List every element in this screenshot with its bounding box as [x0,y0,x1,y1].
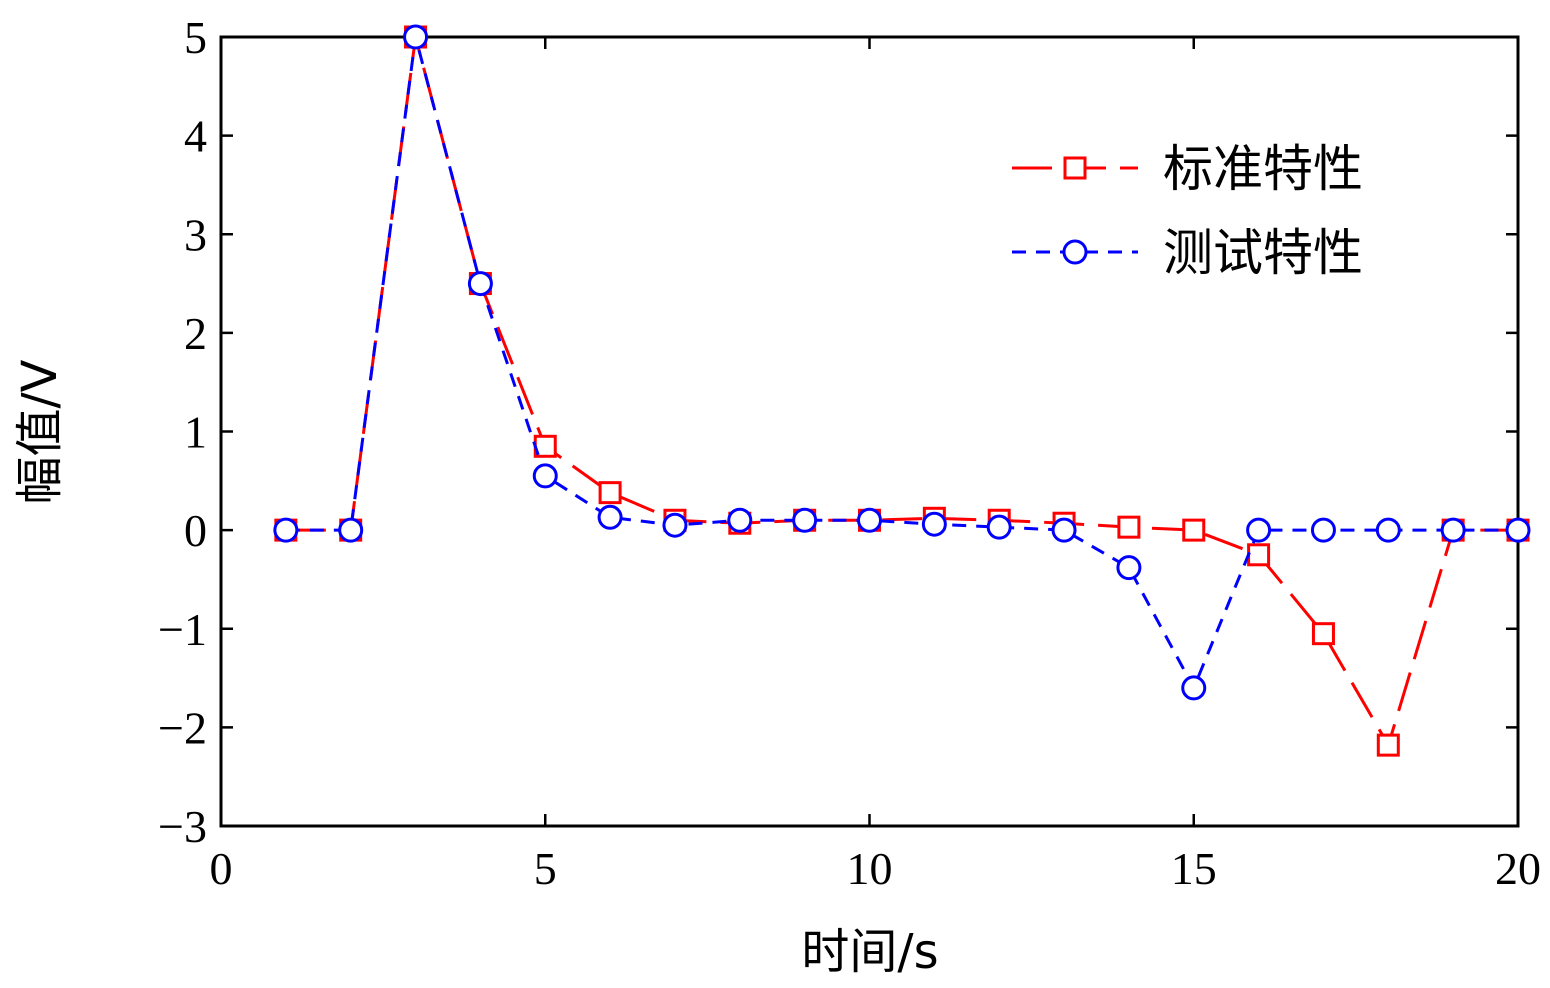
legend-entry: 标准特性 [1012,140,1363,198]
data-point [1440,517,1466,543]
legend-label: 标准特性 [1163,140,1363,198]
data-point [1182,518,1206,542]
data-point [1116,555,1142,581]
y-tick-label: 0 [184,505,207,556]
data-point [1311,622,1335,646]
data-point [338,517,364,543]
y-tick-label: −2 [158,702,207,753]
data-point [727,507,753,533]
data-point [857,507,882,533]
data-point [1505,517,1531,543]
data-point [532,463,558,489]
x-axis-label: 时间/s [801,924,938,980]
data-point [1247,543,1271,567]
y-tick-label: 4 [184,111,207,162]
data-point [1310,517,1336,543]
x-tick-label: 0 [210,843,233,894]
data-point [986,514,1012,540]
series-1 [274,25,1530,757]
x-tick-label: 20 [1495,843,1541,894]
data-point [403,24,429,50]
y-tick-label: 3 [184,209,207,260]
x-tick-label: 5 [534,843,557,894]
series-layer [273,24,1531,757]
data-point [598,481,622,505]
series-line [285,36,1518,692]
legend-label: 测试特性 [1163,224,1363,282]
legend-marker [1063,156,1087,180]
data-point [1117,515,1141,539]
data-point [467,271,493,297]
data-point [1376,733,1400,757]
data-point [921,511,947,537]
x-tick-label: 15 [1171,843,1217,894]
data-point [1051,517,1077,543]
data-point [273,517,299,543]
series-line [285,36,1518,749]
data-point [597,504,623,530]
data-point [792,507,818,533]
data-point [662,512,688,538]
axis-ticks: 0 5 10 15 20 −3 −2 −1 0 1 2 3 4 5 [158,12,1541,894]
data-point [1181,675,1207,701]
y-tick-label: 1 [184,407,207,458]
data-point [1246,517,1272,543]
legend-marker [1062,239,1088,265]
y-tick-label: −1 [158,604,207,655]
data-point [1375,517,1401,543]
y-tick-label: −3 [158,801,207,852]
legend-entry: 测试特性 [1012,224,1363,282]
y-tick-label: 5 [184,12,207,63]
y-axis-label: 幅值/V [12,359,68,504]
series-2 [273,24,1531,701]
y-tick-label: 2 [184,308,207,359]
x-tick-label: 10 [847,843,893,894]
